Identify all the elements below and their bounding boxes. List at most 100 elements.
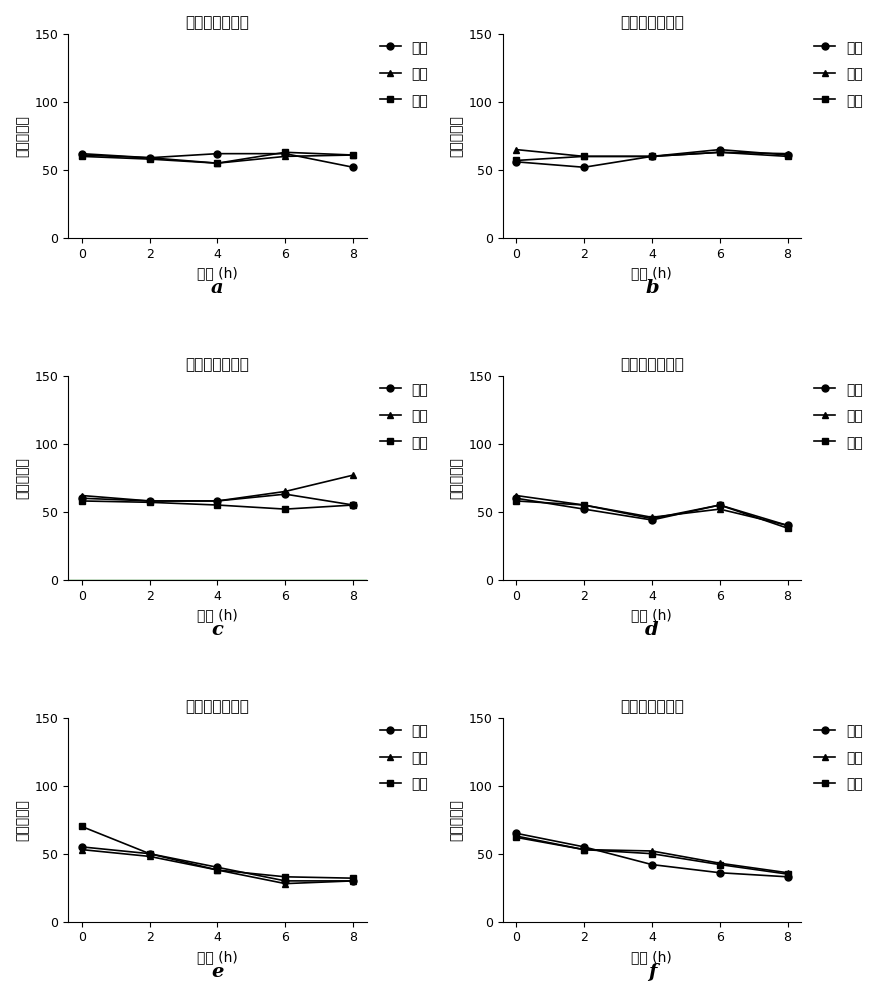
上层 (578, 841, 588, 853)
Y-axis label: 卵囊平均数: 卵囊平均数 (449, 457, 463, 499)
Legend: 上层, 中层, 下层: 上层, 中层, 下层 (813, 41, 862, 108)
中层 (714, 146, 724, 158)
上层 (781, 149, 792, 161)
中层 (510, 490, 521, 502)
X-axis label: 时间 (h): 时间 (h) (631, 950, 672, 964)
上层 (76, 148, 87, 160)
下层 (212, 157, 223, 169)
上层 (76, 492, 87, 504)
上层 (645, 150, 656, 162)
Text: e: e (211, 963, 224, 981)
中层 (714, 503, 724, 515)
上层 (510, 492, 521, 504)
中层 (280, 878, 290, 890)
Title: 卵囊分布均匀度: 卵囊分布均匀度 (185, 357, 249, 372)
下层 (347, 872, 358, 884)
中层 (510, 144, 521, 156)
下层 (781, 868, 792, 880)
Line: 上层: 上层 (512, 830, 790, 880)
中层 (347, 149, 358, 161)
上层 (347, 875, 358, 887)
上层 (144, 495, 154, 507)
中层 (781, 519, 792, 531)
下层 (347, 149, 358, 161)
下层 (510, 831, 521, 843)
Line: 上层: 上层 (78, 491, 356, 509)
上层 (714, 144, 724, 156)
X-axis label: 时间 (h): 时间 (h) (631, 266, 672, 280)
Y-axis label: 卵囊平均数: 卵囊平均数 (15, 457, 29, 499)
中层 (280, 150, 290, 162)
中层 (578, 150, 588, 162)
Legend: 上层, 中层, 下层: 上层, 中层, 下层 (813, 383, 862, 450)
Line: 中层: 中层 (512, 146, 790, 160)
Line: 中层: 中层 (78, 472, 356, 504)
中层 (212, 157, 223, 169)
下层 (76, 495, 87, 507)
X-axis label: 时间 (h): 时间 (h) (196, 608, 238, 622)
Legend: 上层, 中层, 下层: 上层, 中层, 下层 (379, 41, 428, 108)
中层 (578, 499, 588, 511)
上层 (280, 875, 290, 887)
上层 (578, 503, 588, 515)
上层 (144, 848, 154, 860)
下层 (781, 522, 792, 534)
上层 (714, 499, 724, 511)
Line: 上层: 上层 (512, 146, 790, 171)
中层 (510, 830, 521, 842)
下层 (714, 499, 724, 511)
Y-axis label: 卵囊平均数: 卵囊平均数 (15, 799, 29, 841)
Line: 中层: 中层 (512, 833, 790, 876)
Y-axis label: 卵囊平均数: 卵囊平均数 (15, 115, 29, 157)
Text: c: c (211, 621, 223, 639)
下层 (714, 146, 724, 158)
Legend: 上层, 中层, 下层: 上层, 中层, 下层 (379, 383, 428, 450)
中层 (144, 152, 154, 164)
上层 (144, 152, 154, 164)
中层 (645, 845, 656, 857)
下层 (645, 150, 656, 162)
中层 (212, 864, 223, 876)
下层 (76, 150, 87, 162)
Text: a: a (210, 279, 224, 297)
Line: 上层: 上层 (78, 843, 356, 884)
下层 (347, 499, 358, 511)
下层 (144, 496, 154, 508)
下层 (781, 150, 792, 162)
下层 (144, 848, 154, 860)
上层 (781, 519, 792, 531)
Line: 中层: 中层 (78, 152, 356, 167)
中层 (645, 150, 656, 162)
下层 (578, 844, 588, 856)
上层 (645, 514, 656, 526)
X-axis label: 时间 (h): 时间 (h) (196, 950, 238, 964)
上层 (714, 867, 724, 879)
下层 (212, 499, 223, 511)
Text: f: f (647, 963, 655, 981)
Title: 卵囊分布均匀度: 卵囊分布均匀度 (185, 699, 249, 714)
X-axis label: 时间 (h): 时间 (h) (631, 608, 672, 622)
下层 (645, 848, 656, 860)
上层 (212, 148, 223, 160)
下层 (645, 513, 656, 525)
上层 (781, 871, 792, 883)
中层 (578, 844, 588, 856)
上层 (280, 148, 290, 160)
Line: 中层: 中层 (78, 846, 356, 887)
Title: 卵囊分布均匀度: 卵囊分布均匀度 (619, 699, 683, 714)
中层 (144, 495, 154, 507)
Title: 卵囊分布均匀度: 卵囊分布均匀度 (185, 15, 249, 30)
中层 (144, 850, 154, 862)
Y-axis label: 卵囊平均数: 卵囊平均数 (449, 115, 463, 157)
Line: 下层: 下层 (78, 149, 356, 167)
上层 (510, 156, 521, 168)
中层 (76, 490, 87, 502)
下层 (212, 864, 223, 876)
中层 (347, 875, 358, 887)
Text: d: d (645, 621, 658, 639)
Line: 上层: 上层 (78, 150, 356, 171)
上层 (280, 488, 290, 500)
Line: 下层: 下层 (78, 497, 356, 513)
Title: 卵囊分布均匀度: 卵囊分布均匀度 (619, 357, 683, 372)
下层 (76, 820, 87, 832)
